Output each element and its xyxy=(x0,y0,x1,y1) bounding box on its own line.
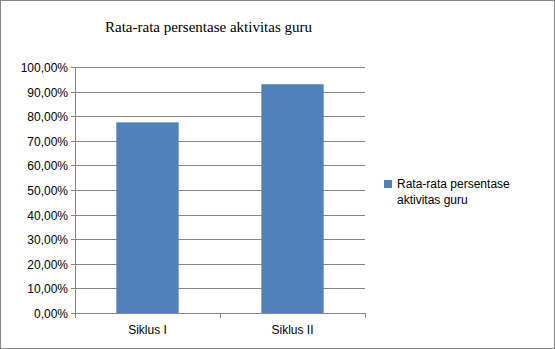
y-tick-label: 10,00% xyxy=(27,282,68,296)
bars xyxy=(116,84,323,313)
legend-label: Rata-rata persentase aktivitas guru xyxy=(397,176,547,208)
legend-swatch xyxy=(384,180,392,188)
y-tick-label: 30,00% xyxy=(27,233,68,247)
y-tick-label: 40,00% xyxy=(27,209,68,223)
bar xyxy=(116,122,178,313)
bar xyxy=(261,84,323,313)
chart-title: Rata-rata persentase aktivitas guru xyxy=(105,19,312,35)
y-tick-label: 70,00% xyxy=(27,135,68,149)
y-tick-label: 50,00% xyxy=(27,184,68,198)
chart: Rata-rata persentase aktivitas guru 0,00%… xyxy=(0,0,555,349)
x-tick xyxy=(220,313,221,318)
y-tick-label: 80,00% xyxy=(27,110,68,124)
y-axis-line xyxy=(75,67,76,313)
y-tick-label: 100,00% xyxy=(21,61,69,75)
grid-line xyxy=(71,67,365,68)
y-tick-label: 90,00% xyxy=(27,86,68,100)
y-tick-label: 0,00% xyxy=(34,307,68,321)
y-tick-label: 20,00% xyxy=(27,258,68,272)
x-tick xyxy=(365,313,366,318)
grid-line xyxy=(71,313,365,314)
chart-frame xyxy=(1,1,555,349)
y-tick-label: 60,00% xyxy=(27,159,68,173)
x-tick-label: Siklus II xyxy=(271,323,313,337)
x-tick-label: Siklus I xyxy=(128,323,167,337)
x-tick xyxy=(75,313,76,318)
